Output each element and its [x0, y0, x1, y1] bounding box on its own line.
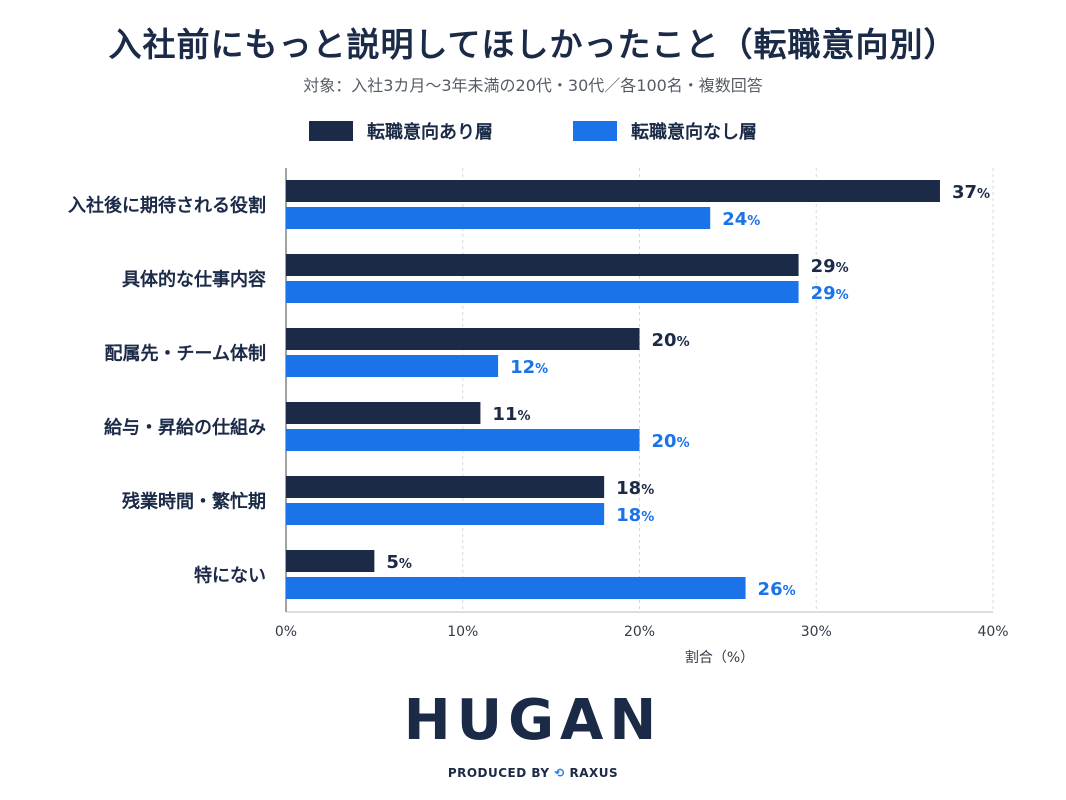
bar: [286, 429, 640, 451]
value-label: 12%: [510, 357, 548, 378]
x-tick-label: 10%: [447, 624, 478, 640]
legend-item-series2: 転職意向なし層: [573, 118, 757, 144]
value-label: 26%: [758, 579, 796, 600]
value-label: 29%: [811, 283, 849, 304]
bar: [286, 355, 499, 377]
legend-swatch-series1: [309, 121, 353, 141]
raxus-logo-icon: ⟲: [554, 766, 565, 780]
bar: [286, 207, 711, 229]
value-label: 37%: [952, 182, 990, 203]
company-name: RAXUS: [569, 766, 619, 780]
legend-swatch-series2: [573, 121, 617, 141]
bar: [286, 550, 375, 572]
value-label: 11%: [492, 404, 530, 425]
legend-item-series1: 転職意向あり層: [309, 118, 493, 144]
bar: [286, 281, 799, 303]
produced-by: PRODUCED BY ⟲ RAXUS: [0, 766, 1066, 780]
x-tick-label: 40%: [977, 624, 1008, 640]
hugan-logo: HUGAN: [403, 688, 663, 753]
bar: [286, 476, 605, 498]
category-label: 入社後に期待される役割: [68, 195, 266, 217]
x-axis-title: 割合（%）: [685, 649, 754, 666]
value-label: 20%: [652, 330, 690, 351]
category-label: 残業時間・繁忙期: [122, 491, 266, 513]
legend: 転職意向あり層 転職意向なし層: [0, 118, 1066, 144]
category-label: 配属先・チーム体制: [105, 343, 266, 365]
legend-label-series2: 転職意向なし層: [631, 122, 757, 143]
value-label: 18%: [616, 505, 654, 526]
bar: [286, 577, 746, 599]
value-label: 29%: [811, 256, 849, 277]
bar: [286, 180, 940, 202]
chart-subtitle: 対象：入社3カ月〜3年未満の20代・30代／各100名・複数回答: [303, 76, 763, 95]
x-tick-label: 30%: [801, 624, 832, 640]
bar: [286, 402, 481, 424]
chart-title: 入社前にもっと説明してほしかったこと（転職意向別）: [108, 25, 958, 64]
category-label: 具体的な仕事内容: [122, 269, 266, 291]
category-label: 給与・昇給の仕組み: [104, 417, 266, 439]
value-label: 24%: [722, 209, 760, 230]
bar: [286, 328, 640, 350]
value-label: 20%: [652, 431, 690, 452]
x-tick-label: 0%: [275, 624, 297, 640]
produced-by-label: PRODUCED BY: [447, 766, 550, 780]
bar: [286, 503, 605, 525]
category-label: 特にない: [194, 565, 266, 587]
value-label: 18%: [616, 478, 654, 499]
value-label: 5%: [386, 552, 412, 573]
legend-label-series1: 転職意向あり層: [367, 122, 493, 143]
bar-chart: 0% 10% 20% 30% 40% 割合（%） 入社後に期待される役割 37% 24% 具体的な…: [68, 168, 1009, 666]
x-tick-label: 20%: [624, 624, 655, 640]
bar: [286, 254, 799, 276]
